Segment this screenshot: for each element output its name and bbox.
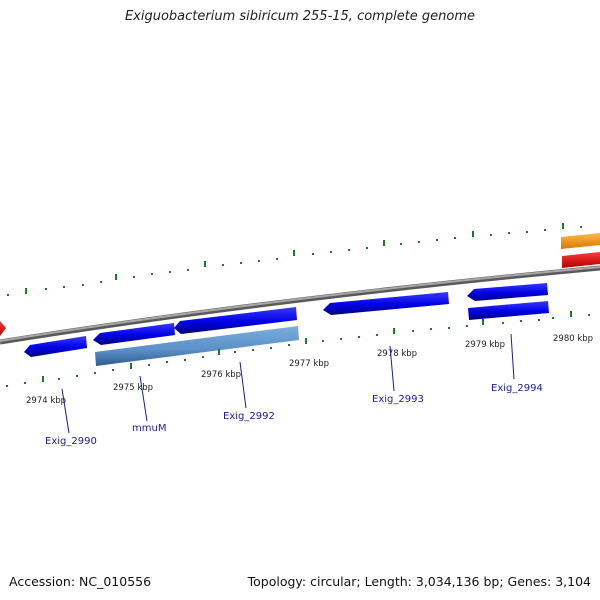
gene-label-leaders — [61, 333, 515, 434]
tick-label-2976: 2976 kbp — [201, 370, 241, 380]
inner-dotted-track — [6, 311, 590, 387]
gene-arrow-red-left — [0, 321, 6, 336]
tick-label-2978: 2978 kbp — [377, 349, 417, 359]
gene-arrow-exig-2994 — [468, 301, 549, 320]
map-title: Exiguobacterium sibiricum 255-15, comple… — [124, 9, 476, 24]
accession-label: Accession: NC_010556 — [9, 574, 152, 589]
tick-label-2974: 2974 kbp — [26, 396, 66, 406]
genome-summary: Topology: circular; Length: 3,034,136 bp… — [247, 574, 591, 589]
gene-label-exig-2992: Exig_2992 — [223, 411, 275, 422]
gene-label-mmuM: mmuM — [132, 423, 166, 434]
tick-label-2977: 2977 kbp — [289, 359, 329, 369]
tick-label-2980: 2980 kbp — [553, 334, 593, 344]
genome-backbone — [0, 265, 600, 345]
gene-arrow-red-upper — [562, 252, 600, 268]
gene-label-exig-2994: Exig_2994 — [491, 383, 543, 394]
outer-dotted-track — [7, 223, 582, 296]
tick-label-2979: 2979 kbp — [465, 340, 505, 350]
gene-arrow-exig-2993 — [323, 292, 449, 315]
gene-label-exig-2990: Exig_2990 — [45, 436, 97, 447]
gene-arrow-exig-2992 — [174, 307, 297, 334]
gene-arrow-exig-2994-upper — [467, 283, 548, 301]
gene-arrow-orange — [561, 233, 600, 249]
gene-arrow-mmuM — [93, 323, 175, 345]
gene-arrow-exig-2990 — [24, 336, 87, 357]
gene-arrow-highlight — [95, 326, 299, 366]
gene-label-exig-2993: Exig_2993 — [372, 394, 424, 405]
tick-label-2975: 2975 kbp — [113, 383, 153, 393]
